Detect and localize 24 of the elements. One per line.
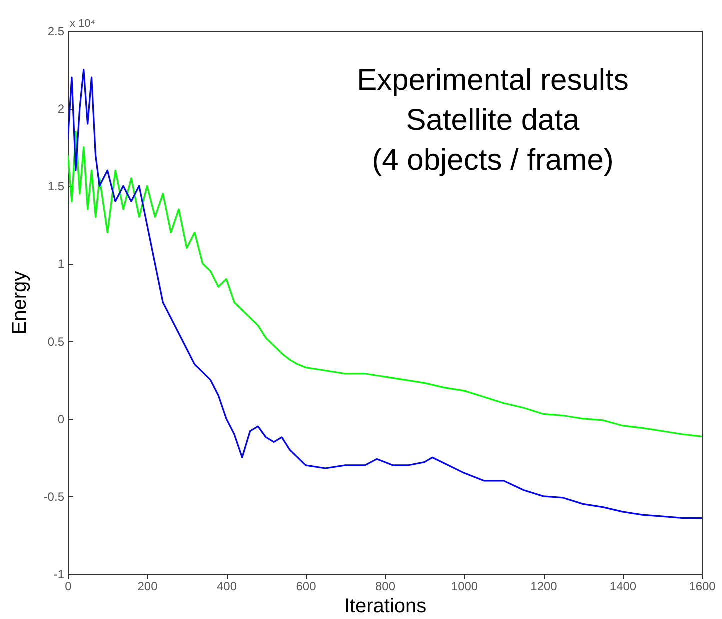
x-tick-label: 1200 — [530, 580, 558, 594]
y-tick-label: 0 — [58, 412, 65, 426]
x-tick-label: 1400 — [610, 580, 637, 594]
x-tick-label: 600 — [296, 580, 317, 594]
text: x 10⁴ — [70, 18, 96, 30]
line-series — [68, 68, 702, 519]
x-tick-label: 200 — [138, 580, 158, 594]
annotation: Experimental results — [357, 64, 629, 97]
annotation: Satellite data — [406, 104, 580, 137]
y-axis-title: Energy — [8, 271, 31, 335]
y-tick-label: -1 — [54, 568, 65, 582]
x-axis-title: Iterations — [344, 596, 427, 618]
y-tick-label: 0.5 — [48, 334, 65, 349]
y-tick-label: 1.5 — [48, 180, 65, 194]
y-tick-label: 2 — [58, 102, 65, 116]
x-tick-label: 1600 — [689, 580, 716, 594]
x-tick-label: 400 — [216, 580, 238, 594]
x-tick-label: 800 — [375, 580, 396, 594]
y-tick-label: -0.5 — [44, 490, 65, 504]
y-tick-label: 1 — [58, 257, 65, 272]
line-series — [68, 131, 702, 438]
x-tick-label: 1000 — [451, 580, 478, 594]
annotation: (4 objects / frame) — [372, 144, 614, 177]
y-tick-label: 2.5 — [48, 24, 65, 38]
